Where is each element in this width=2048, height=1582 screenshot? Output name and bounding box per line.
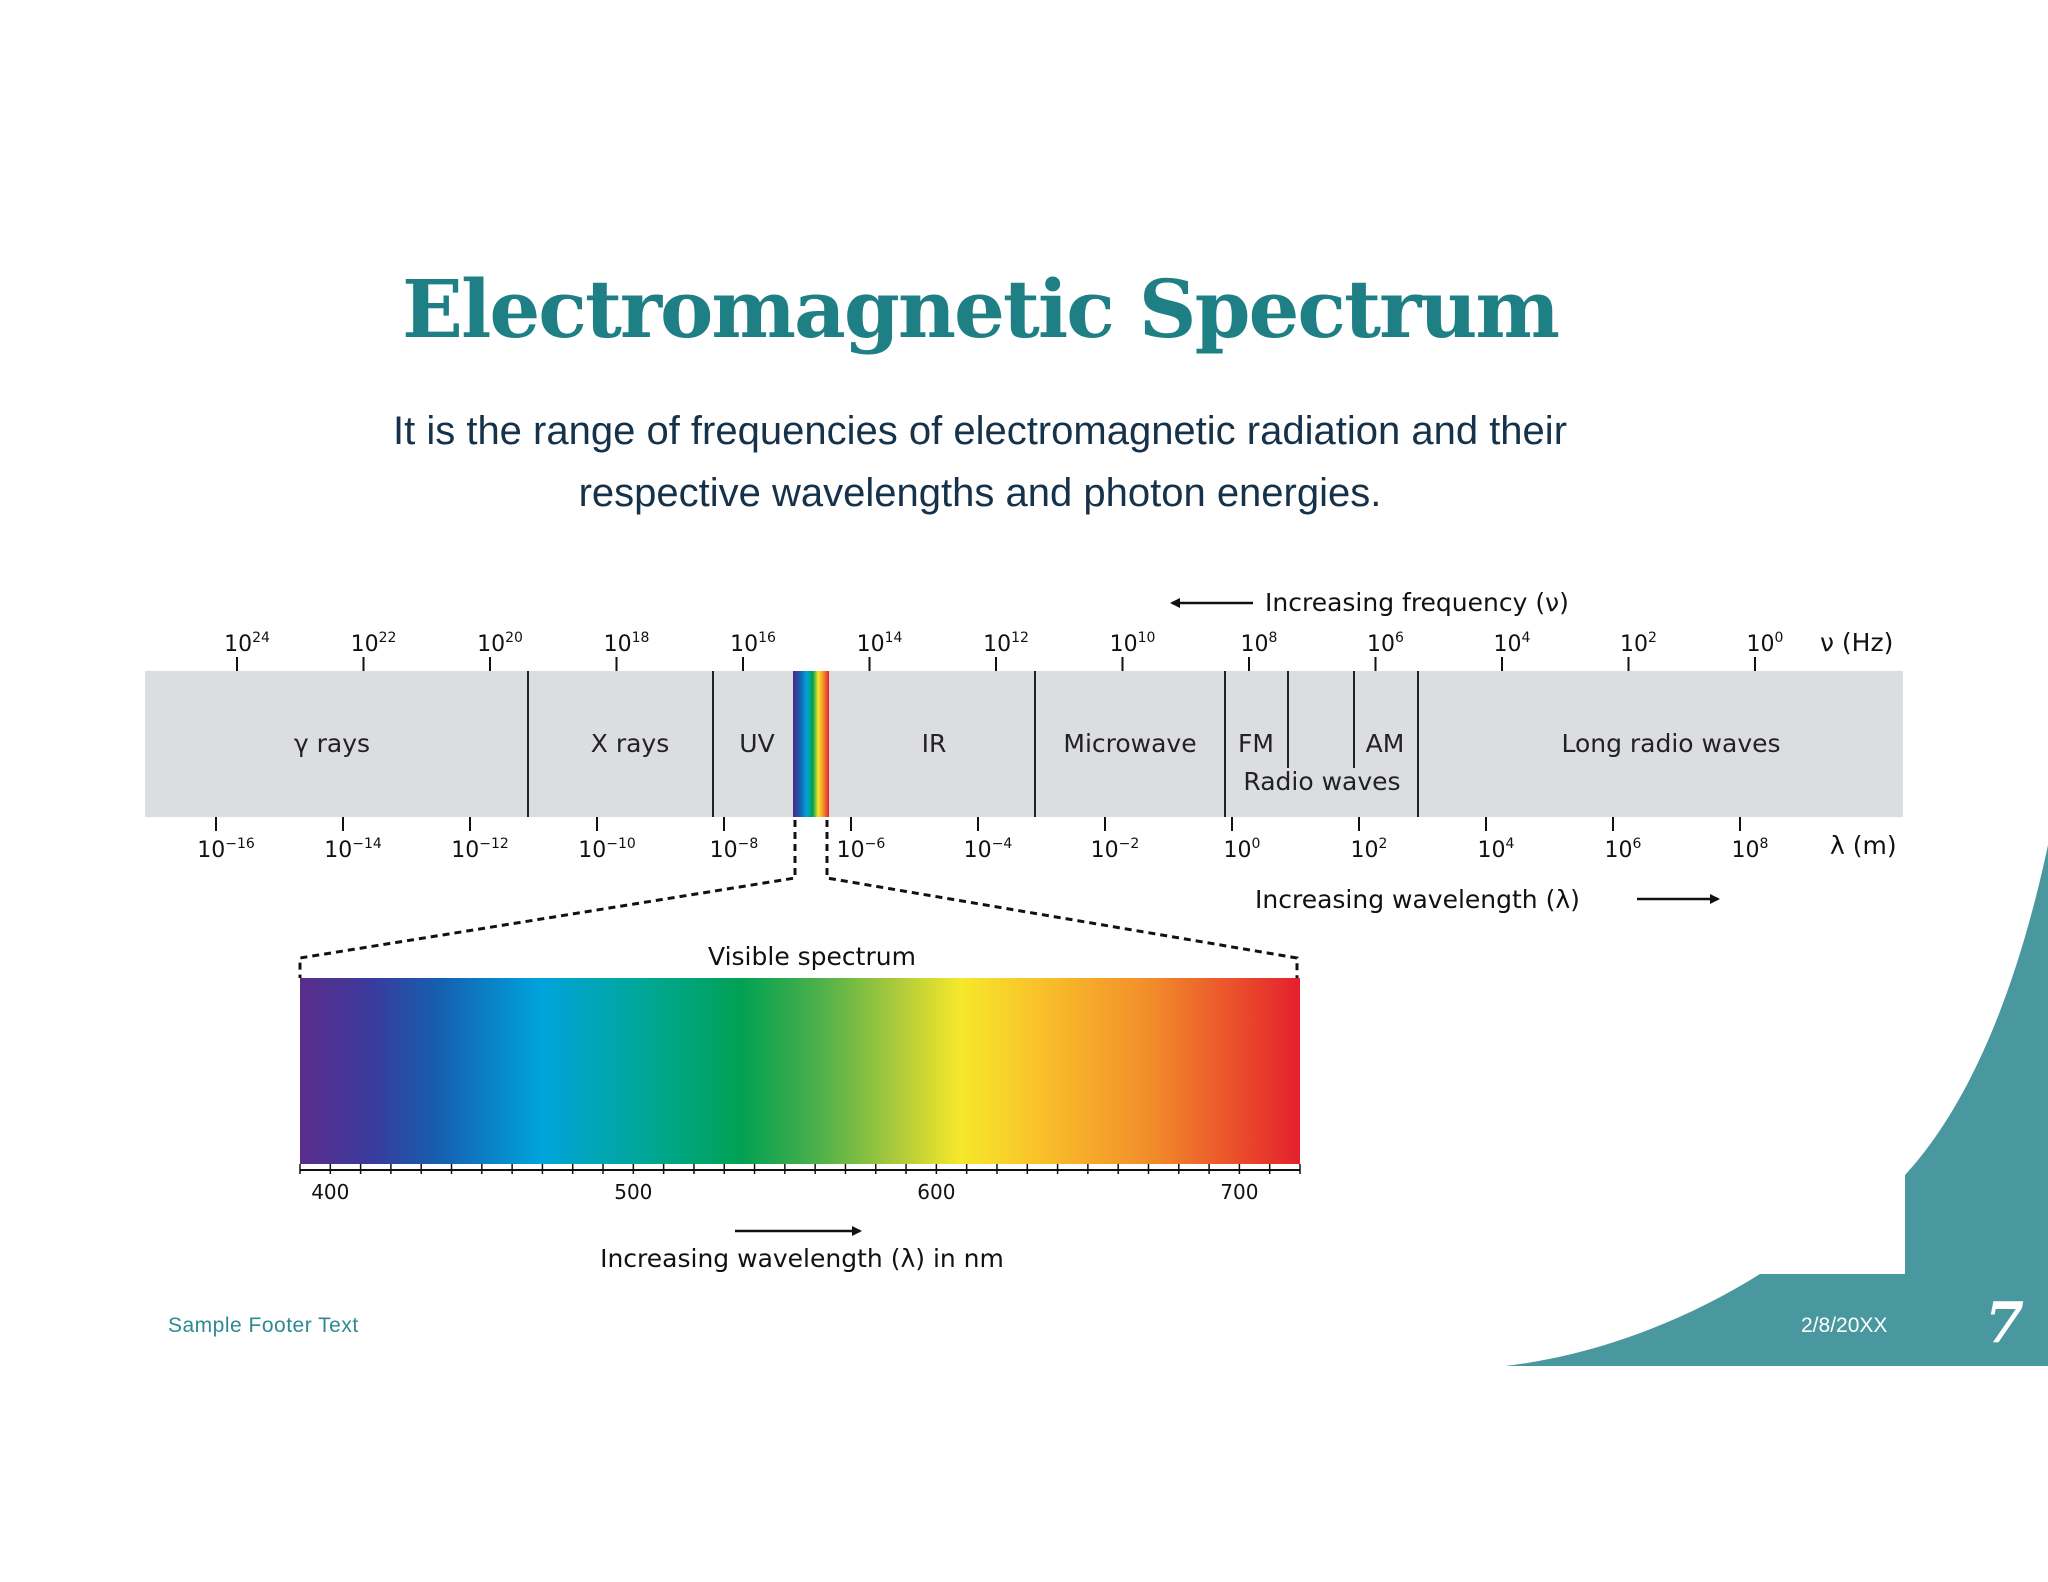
slide-title: Electromagnetic Spectrum — [401, 262, 1560, 356]
frequency-tick-label: 1022 — [351, 630, 397, 657]
frequency-tick-label: 1024 — [224, 630, 270, 657]
visible-caption: Increasing wavelength (λ) in nm — [600, 1244, 1004, 1273]
wavelength-tick-label: 10−16 — [197, 836, 255, 863]
wavelength-tick-label: 10−2 — [1091, 836, 1140, 863]
frequency-tick-label: 108 — [1241, 630, 1278, 657]
region-label: X rays — [591, 729, 670, 758]
frequency-tick-label: 1020 — [477, 630, 523, 657]
wavelength-tick-label: 10−10 — [578, 836, 636, 863]
visible-spectrum-title: Visible spectrum — [708, 942, 916, 971]
region-label: IR — [922, 729, 947, 758]
footer-date: 2/8/20XX — [1801, 1314, 1888, 1337]
frequency-tick-label: 106 — [1367, 630, 1404, 657]
wavelength-tick-label: 106 — [1605, 836, 1642, 863]
wavelength-tick-label: 10−6 — [837, 836, 886, 863]
wavelength-tick-label: 108 — [1732, 836, 1769, 863]
visible-spectrum-scale: 400 500 600 700 — [299, 1164, 1301, 1204]
visible-scale-label: 600 — [917, 1180, 955, 1204]
footer-text: Sample Footer Text — [168, 1314, 359, 1337]
wavelength-tick-label: 10−8 — [710, 836, 759, 863]
wavelength-tick-label: 10−14 — [324, 836, 382, 863]
wavelength-tick-label: 102 — [1351, 836, 1388, 863]
frequency-unit-label: ν (Hz) — [1820, 628, 1893, 657]
wavelength-unit-label: λ (m) — [1830, 831, 1897, 860]
visible-scale-label: 700 — [1220, 1180, 1258, 1204]
visible-spectrum-gradient — [300, 978, 1300, 1164]
wavelength-tick-label: 104 — [1478, 836, 1515, 863]
visible-scale-label: 500 — [614, 1180, 652, 1204]
frequency-tick-label: 1016 — [730, 630, 776, 657]
wavelength-tick-label: 10−4 — [964, 836, 1013, 863]
wavelength-tick-label: 100 — [1224, 836, 1261, 863]
region-dividers — [527, 671, 1419, 817]
wavelength-axis: 10−16 10−14 10−12 10−10 10−8 10−6 10−4 10−2 100 1… — [197, 817, 1768, 863]
frequency-tick-label: 104 — [1494, 630, 1531, 657]
frequency-tick-label: 102 — [1620, 630, 1657, 657]
visible-scale-label: 400 — [311, 1180, 349, 1204]
frequency-tick-label: 100 — [1747, 630, 1784, 657]
zoom-line-left — [298, 820, 797, 978]
slide-subtitle: It is the range of frequencies of electr… — [392, 409, 1568, 515]
frequency-axis: 1024 1022 1020 1018 1016 1014 1012 1010 108 106 10… — [224, 630, 1783, 671]
region-label: AM — [1366, 729, 1405, 758]
frequency-tick-label: 1012 — [983, 630, 1029, 657]
wavelength-tick-label: 10−12 — [451, 836, 509, 863]
wavelength-caption: Increasing wavelength (λ) — [1255, 885, 1580, 914]
page-number: 7 — [1985, 1290, 2024, 1356]
frequency-tick-label: 1010 — [1110, 630, 1156, 657]
region-label: Microwave — [1063, 729, 1196, 758]
frequency-tick-label: 1018 — [604, 630, 650, 657]
frequency-caption: Increasing frequency (ν) — [1265, 588, 1569, 617]
spectrum-band — [145, 671, 1903, 817]
visible-strip — [793, 671, 829, 817]
region-label: UV — [739, 729, 774, 758]
region-labels: γ rays X rays UV IR Microwave FM AM Long radio … — [294, 729, 1781, 758]
frequency-tick-label: 1014 — [857, 630, 903, 657]
region-label: FM — [1238, 729, 1274, 758]
radio-waves-label: Radio waves — [1243, 767, 1400, 796]
region-label: Long radio waves — [1561, 729, 1780, 758]
region-label: γ rays — [294, 729, 370, 758]
decor-curve-shape — [1505, 845, 2048, 1366]
zoom-line-right — [825, 820, 1299, 978]
